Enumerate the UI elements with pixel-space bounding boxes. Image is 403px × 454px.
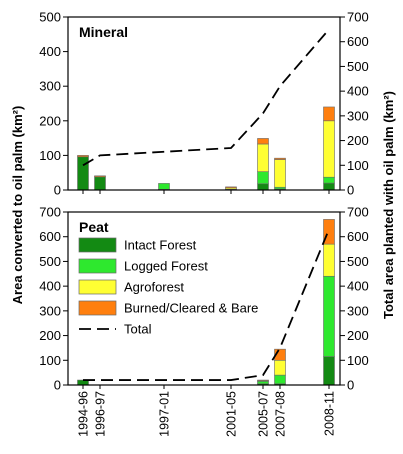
right-tick-label: 300 xyxy=(347,303,369,318)
left-tick-label: 300 xyxy=(39,303,61,318)
legend: Intact Forest Logged Forest Agroforest Burn… xyxy=(78,237,258,337)
bar-peat-2007-08-agroforest xyxy=(274,359,286,376)
bar-peat-2008-11-intact-forest xyxy=(323,356,335,386)
left-tick-label: 700 xyxy=(39,205,61,220)
right-tick-label: 600 xyxy=(347,34,369,49)
left-tick-label: 0 xyxy=(54,378,61,393)
x-tick-label-2005-07: 2005-07 xyxy=(257,391,271,437)
x-tick-label-1994-96: 1994-96 xyxy=(77,391,91,437)
bar-mineral-1994-96-intact-forest xyxy=(77,156,89,191)
left-tick-label: 400 xyxy=(39,279,61,294)
bar-mineral-2007-08-agroforest xyxy=(274,159,286,188)
bar-mineral-2008-11-burned-cleared-bare xyxy=(323,106,335,122)
bar-mineral-1994-96-burned-cleared-bare xyxy=(77,155,89,158)
x-tick-label-2001-05: 2001-05 xyxy=(225,391,239,437)
plot-frame-mineral xyxy=(67,16,341,191)
bar-peat-2007-08-burned-cleared-bare xyxy=(274,348,286,361)
right-tick-label: 600 xyxy=(347,229,369,244)
bar-peat-2007-08-logged-forest xyxy=(274,374,286,385)
right-tick-label: 400 xyxy=(347,279,369,294)
legend-label-burned-cleared-bare: Burned/Cleared & Bare xyxy=(124,301,258,316)
legend-label-logged-forest: Logged Forest xyxy=(124,259,208,274)
left-tick-label: 500 xyxy=(39,254,61,269)
panel-title-mineral: Mineral xyxy=(79,24,128,40)
legend-swatch-burned-cleared-bare xyxy=(78,300,117,316)
right-tick-label: 200 xyxy=(347,133,369,148)
right-tick-label: 700 xyxy=(347,205,369,220)
legend-swatch-logged-forest xyxy=(78,258,117,274)
bar-mineral-2008-11-intact-forest xyxy=(323,182,335,191)
bar-mineral-1997-01-logged-forest xyxy=(158,183,170,190)
legend-label-intact-forest: Intact Forest xyxy=(124,238,197,253)
x-tick-label-1997-01: 1997-01 xyxy=(158,391,172,437)
bar-peat-2005-07-burned-cleared-bare xyxy=(257,379,269,382)
right-tick-label: 400 xyxy=(347,84,369,99)
panel-mineral: 0 100 200 300 400 500 0 100 200 300 400 500 600 700 Mi… xyxy=(39,10,368,198)
right-tick-label: 500 xyxy=(347,59,369,74)
x-tick-label-1996-97: 1996-97 xyxy=(94,391,108,437)
plot-frame-peat xyxy=(67,211,341,386)
panel-title-peat: Peat xyxy=(79,219,109,235)
bar-peat-2008-11-logged-forest xyxy=(323,275,335,357)
bar-mineral-2008-11-logged-forest xyxy=(323,176,335,184)
bar-mineral-2005-07-agroforest xyxy=(257,143,269,172)
legend-label-total: Total xyxy=(124,322,152,337)
total-line-peat xyxy=(83,228,330,381)
left-y-axis-title: Area converted to oil palm (km²) xyxy=(10,106,25,305)
bar-mineral-2005-07-logged-forest xyxy=(257,171,269,185)
right-tick-label: 200 xyxy=(347,328,369,343)
bar-mineral-2008-11-agroforest xyxy=(323,120,335,178)
bar-mineral-1996-97-intact-forest xyxy=(94,176,106,191)
left-tick-label: 100 xyxy=(39,148,61,163)
x-tick-label-2008-11: 2008-11 xyxy=(323,391,337,436)
right-tick-label: 300 xyxy=(347,108,369,123)
bar-mineral-2005-07-intact-forest xyxy=(257,183,269,191)
right-tick-label: 100 xyxy=(347,158,369,173)
right-tick-label: 700 xyxy=(347,10,369,25)
left-tick-label: 100 xyxy=(39,353,61,368)
left-tick-label: 200 xyxy=(39,113,61,128)
bar-mineral-2005-07-burned-cleared-bare xyxy=(257,138,269,145)
bar-peat-2005-07-logged-forest xyxy=(257,380,269,385)
legend-swatch-intact-forest xyxy=(78,237,117,253)
bar-mineral-1996-97-burned-cleared-bare xyxy=(94,175,106,178)
right-tick-label: 500 xyxy=(347,254,369,269)
bar-mineral-2007-08-burned-cleared-bare xyxy=(274,157,286,160)
x-tick-labels: 1994-96 1996-97 1997-01 2001-05 2005-07 2007-… xyxy=(77,391,337,437)
left-tick-label: 0 xyxy=(54,183,61,198)
left-tick-label: 600 xyxy=(39,229,61,244)
left-tick-label: 200 xyxy=(39,328,61,343)
legend-swatch-agroforest xyxy=(78,279,117,295)
left-tick-label: 500 xyxy=(39,10,61,25)
right-tick-label: 0 xyxy=(347,378,354,393)
right-y-axis-title: Total area planted with oil palm (km²) xyxy=(381,91,396,319)
legend-label-agroforest: Agroforest xyxy=(124,280,184,295)
bar-peat-2008-11-burned-cleared-bare xyxy=(323,219,335,245)
right-tick-label: 100 xyxy=(347,353,369,368)
bar-peat-2008-11-agroforest xyxy=(323,243,335,277)
bar-mineral-2001-05-burned-cleared-bare xyxy=(225,186,237,189)
total-line-mineral xyxy=(82,28,330,167)
panel-peat: 0 100 200 300 400 500 600 700 0 100 200 300 400 500 60… xyxy=(39,205,368,393)
x-tick-label-2007-08: 2007-08 xyxy=(274,391,288,437)
left-tick-label: 300 xyxy=(39,79,61,94)
left-tick-label: 400 xyxy=(39,44,61,59)
right-tick-label: 0 xyxy=(347,183,354,198)
